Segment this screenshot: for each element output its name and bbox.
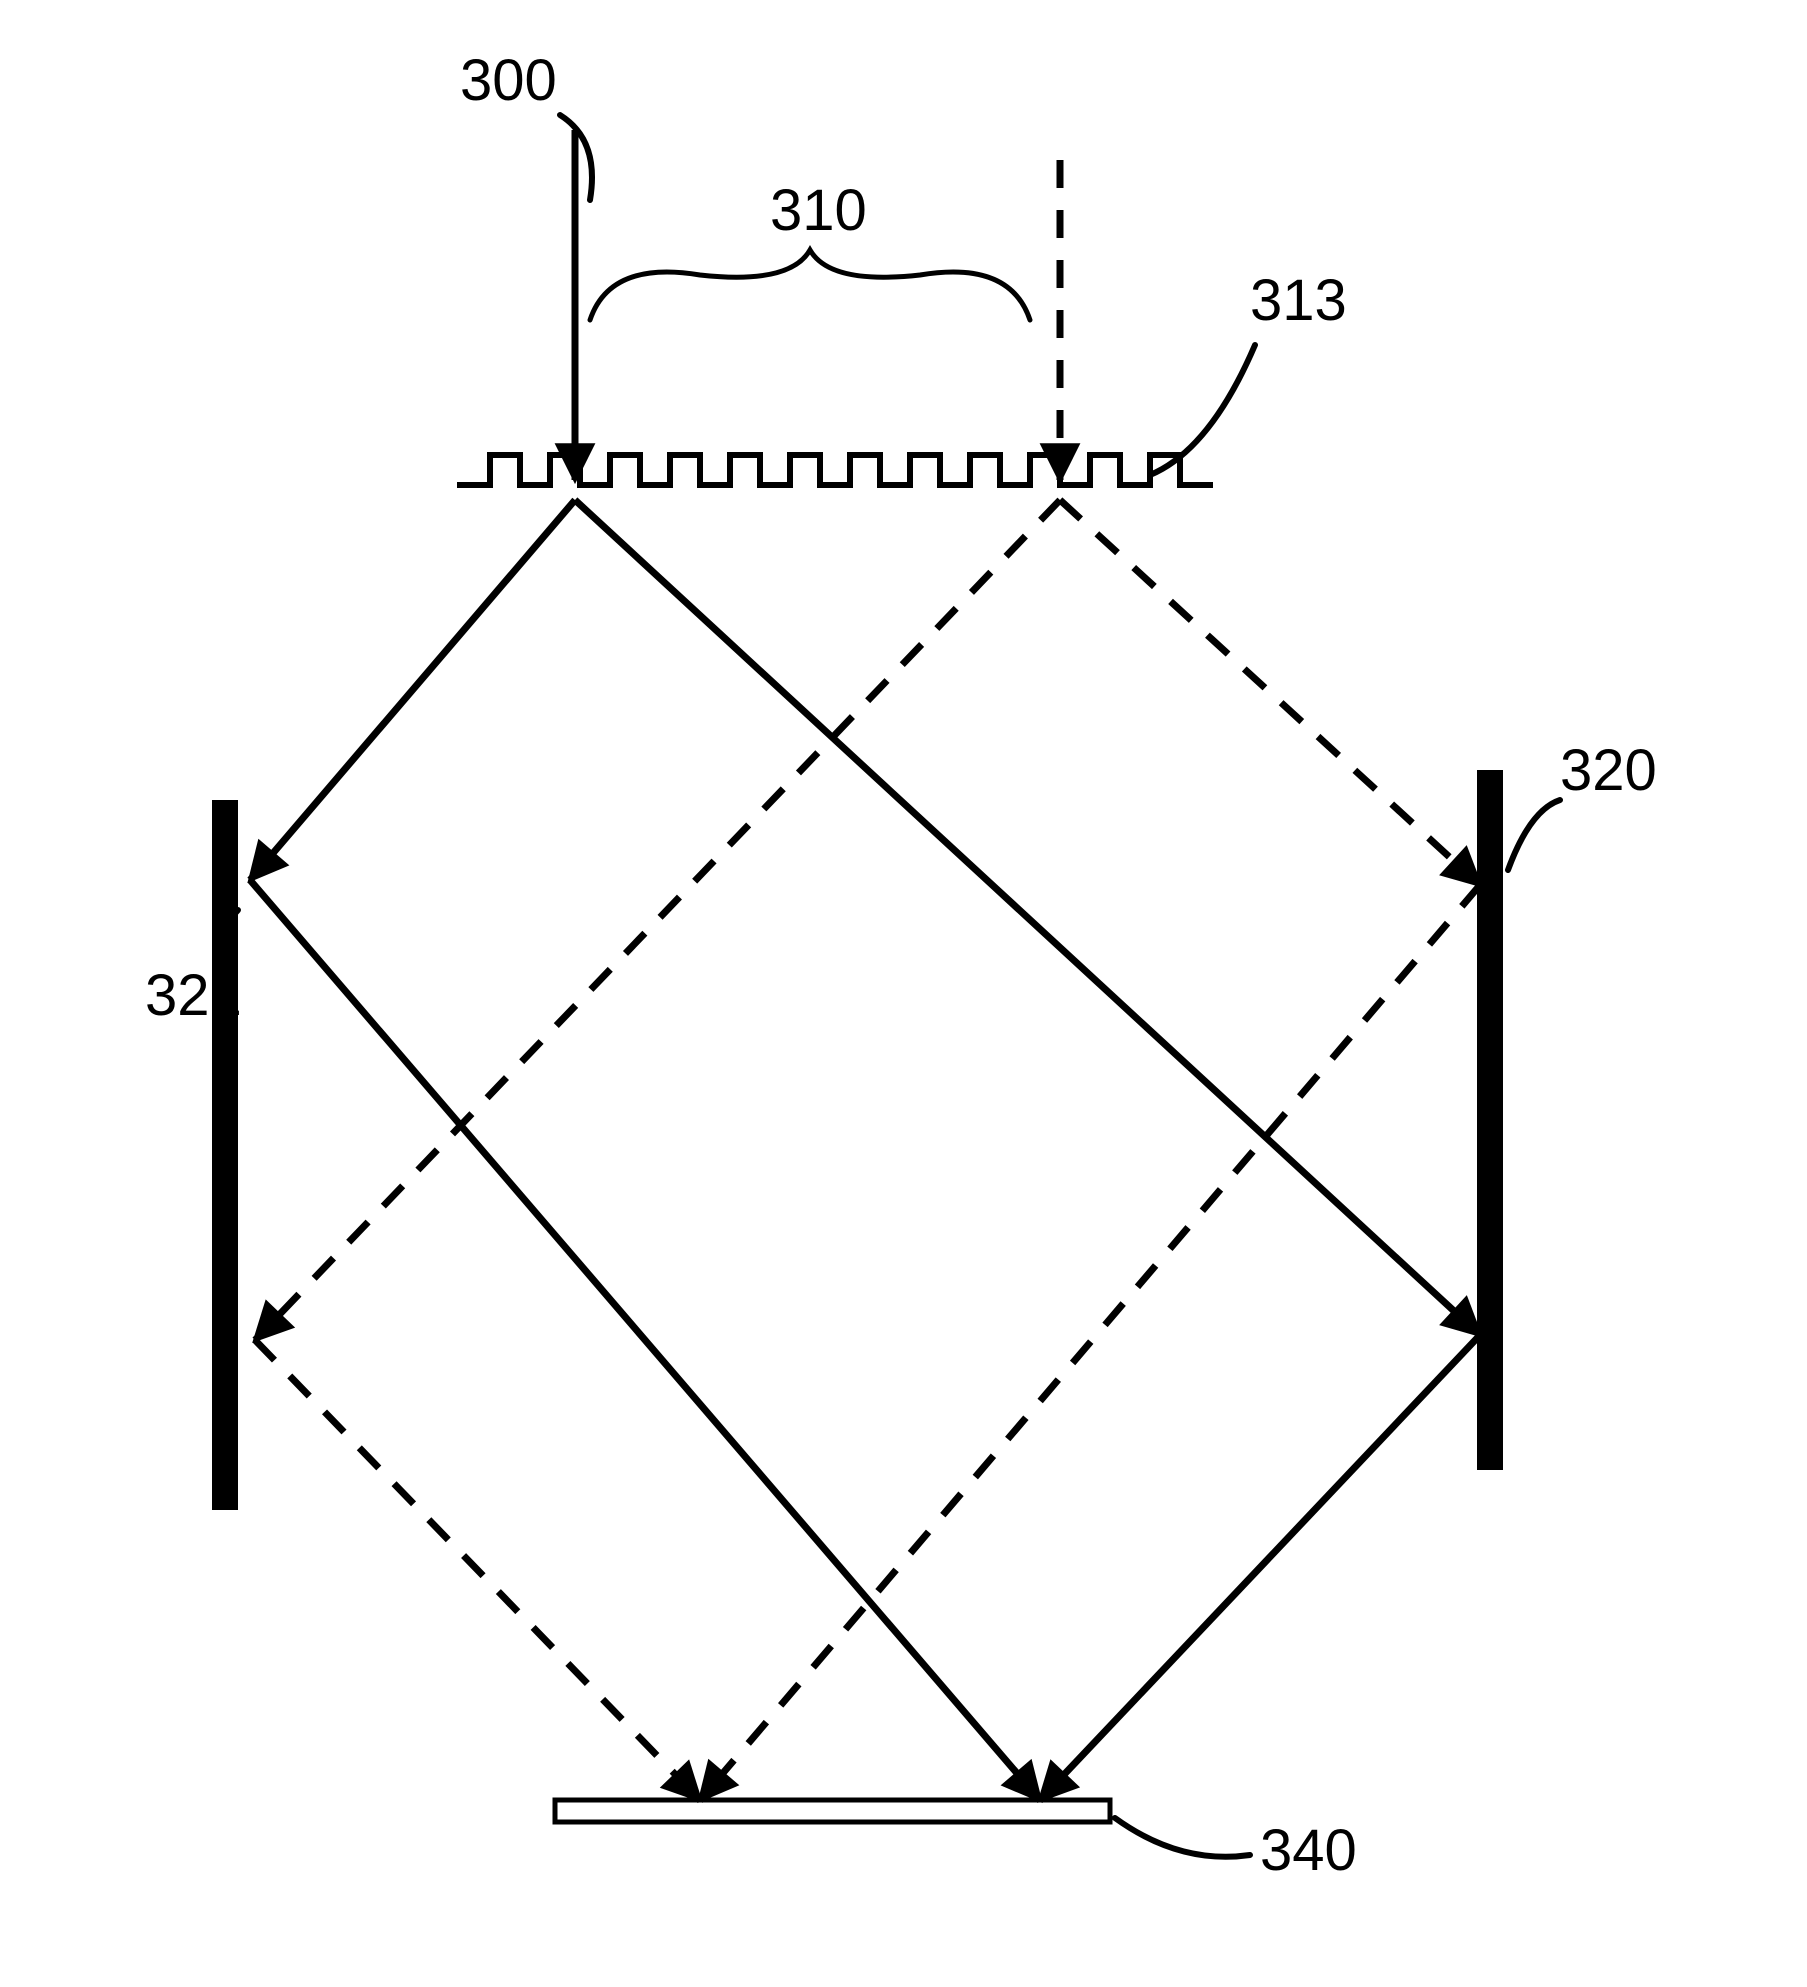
background [0,0,1807,1987]
label-310: 310 [770,178,867,243]
detector [555,1800,1110,1822]
label-313: 313 [1250,268,1347,333]
mirror-left [212,800,238,1510]
label-300: 300 [460,48,557,113]
label-321: 321 [145,963,242,1028]
label-320: 320 [1560,738,1657,803]
mirror-right [1477,770,1503,1470]
label-340: 340 [1260,1818,1357,1883]
